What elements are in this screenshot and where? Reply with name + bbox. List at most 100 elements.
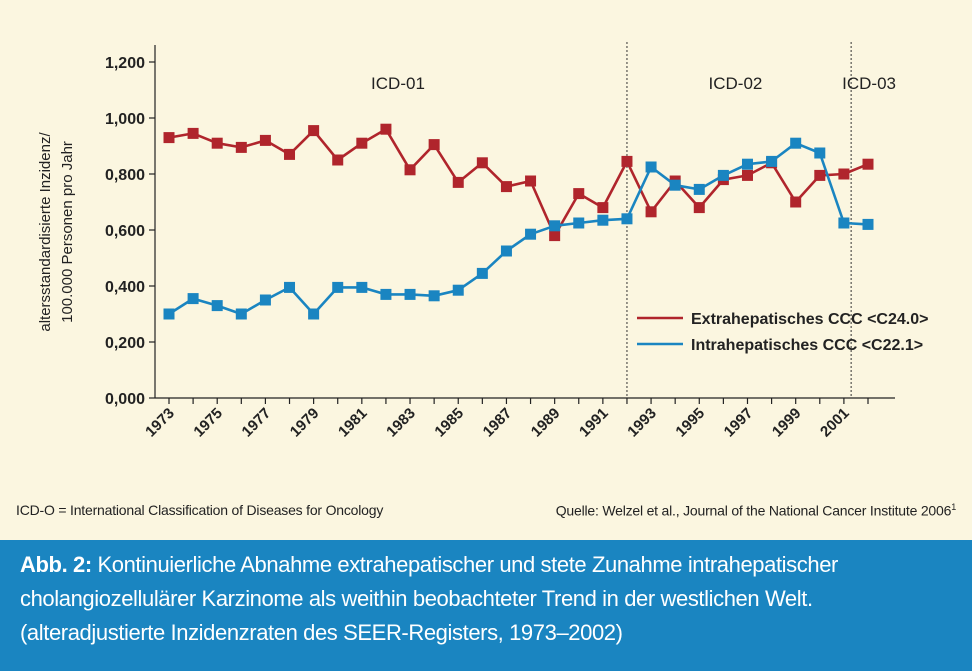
intrahepatic-data-point [838, 217, 850, 229]
intrahepatic-data-point [862, 218, 874, 230]
line-chart: 0,000 0,200 0,400 0,600 0,800 1,000 1,200 1973 1… [37, 42, 928, 441]
intrahepatic-data-point [573, 217, 585, 229]
y-tick-label: 0,600 [105, 223, 145, 240]
extrahepatic-data-point [549, 230, 561, 242]
extrahepatic-data-point [838, 168, 850, 180]
x-tick-label: 1991 [576, 405, 612, 441]
x-tick-label: 2001 [817, 405, 853, 441]
y-tick-label: 0,000 [105, 391, 145, 408]
x-tick-label: 1997 [721, 405, 757, 441]
figure-caption: Abb. 2: Kontinuierliche Abnahme extrahep… [0, 540, 972, 671]
intrahepatic-data-point [163, 308, 175, 320]
intrahepatic-data-point [741, 158, 753, 170]
intrahepatic-data-point [332, 281, 344, 293]
extrahepatic-data-point [356, 137, 368, 149]
extrahepatic-data-point [187, 127, 199, 139]
intrahepatic-data-point [717, 169, 729, 181]
y-tick-label: 1,000 [105, 111, 145, 128]
intrahepatic-data-point [308, 308, 320, 320]
intrahepatic-data-point [452, 284, 464, 296]
intrahepatic-data-point [404, 288, 416, 300]
extrahepatic-data-point [621, 155, 633, 167]
x-tick-label: 1975 [190, 405, 226, 441]
intrahepatic-data-point [790, 137, 802, 149]
intrahepatic-data-point [284, 281, 296, 293]
extrahepatic-data-point [235, 141, 247, 153]
extrahepatic-data-point [645, 206, 657, 218]
legend-label: Extrahepatisches CCC <C24.0> [691, 311, 928, 328]
extrahepatic-data-point [790, 196, 802, 208]
extrahepatic-data-point [452, 176, 464, 188]
y-tick-label: 0,400 [105, 279, 145, 296]
x-tick-label: 1993 [624, 405, 660, 441]
x-tick-label: 1983 [383, 405, 419, 441]
intrahepatic-data-point [500, 245, 512, 257]
caption-line1-text: Kontinuierliche Abnahme extrahepatischer… [91, 552, 838, 577]
period-label: ICD-02 [709, 74, 763, 93]
extrahepatic-data-point [428, 139, 440, 151]
extrahepatic-data-point [163, 132, 175, 144]
intrahepatic-data-point [428, 290, 440, 302]
intrahepatic-data-point [766, 155, 778, 167]
extrahepatic-data-point [814, 169, 826, 181]
extrahepatic-data-point [259, 134, 271, 146]
extrahepatic-data-point [862, 158, 874, 170]
intrahepatic-data-point [645, 161, 657, 173]
x-tick-label: 1977 [239, 405, 275, 441]
extrahepatic-data-point [211, 137, 223, 149]
extrahepatic-data-point [741, 169, 753, 181]
period-label: ICD-03 [842, 74, 896, 93]
intrahepatic-data-point [621, 213, 633, 225]
caption-label: Abb. 2: [20, 552, 92, 577]
x-tick-label: 1987 [480, 405, 516, 441]
extrahepatic-data-point [404, 164, 416, 176]
period-label: ICD-01 [371, 74, 425, 93]
intrahepatic-data-point [356, 281, 368, 293]
icd-footnote: ICD-O = International Classification of … [16, 502, 384, 518]
y-tick-label: 0,800 [105, 167, 145, 184]
y-axis-label-line-1: altersstandardisierte Inzidenz/ [37, 132, 54, 332]
intrahepatic-data-point [525, 228, 537, 240]
extrahepatic-data-point [573, 188, 585, 200]
intrahepatic-series-line [168, 141, 869, 316]
extrahepatic-data-point [332, 154, 344, 166]
x-tick-label: 1985 [431, 405, 467, 441]
x-tick-label: 1989 [528, 405, 564, 441]
extrahepatic-data-point [597, 202, 609, 214]
extrahepatic-data-point [476, 157, 488, 169]
intrahepatic-data-point [211, 300, 223, 312]
source-text: Quelle: Welzel et al., Journal of the Na… [555, 502, 952, 519]
x-tick-label: 1995 [672, 405, 708, 441]
intrahepatic-data-point [693, 183, 705, 195]
intrahepatic-data-point [380, 288, 392, 300]
x-tick-label: 1979 [287, 405, 323, 441]
y-tick-label: 0,200 [105, 335, 145, 352]
x-tick-label: 1973 [142, 405, 178, 441]
intrahepatic-data-point [669, 179, 681, 191]
caption-line-3: (alteradjustierte Inzidenzraten des SEER… [20, 620, 623, 645]
caption-line-1: Abb. 2: Kontinuierliche Abnahme extrahep… [20, 548, 952, 582]
extrahepatic-data-point [308, 125, 320, 137]
intrahepatic-data-point [187, 293, 199, 305]
extrahepatic-data-point [525, 175, 537, 187]
source-footnote: Quelle: Welzel et al., Journal of the Na… [556, 502, 956, 519]
intrahepatic-data-point [235, 308, 247, 320]
y-tick-label: 1,200 [105, 55, 145, 72]
legend-label: Intrahepatisches CCC <C22.1> [691, 337, 923, 354]
intrahepatic-data-point [476, 267, 488, 279]
caption-line-2: cholangiozellulärer Karzinome als weithi… [20, 586, 813, 611]
extrahepatic-data-point [380, 123, 392, 135]
x-tick-label: 1999 [769, 405, 805, 441]
intrahepatic-data-point [259, 294, 271, 306]
intrahepatic-data-point [549, 220, 561, 232]
extrahepatic-data-point [284, 148, 296, 160]
intrahepatic-data-point [597, 214, 609, 226]
extrahepatic-data-point [500, 181, 512, 193]
extrahepatic-data-point [693, 202, 705, 214]
source-reference: 1 [951, 502, 956, 512]
x-tick-label: 1981 [335, 405, 371, 441]
y-axis-label-line-2: 100.000 Personen pro Jahr [59, 141, 76, 323]
intrahepatic-data-point [814, 147, 826, 159]
extrahepatic-series-line [168, 127, 869, 237]
